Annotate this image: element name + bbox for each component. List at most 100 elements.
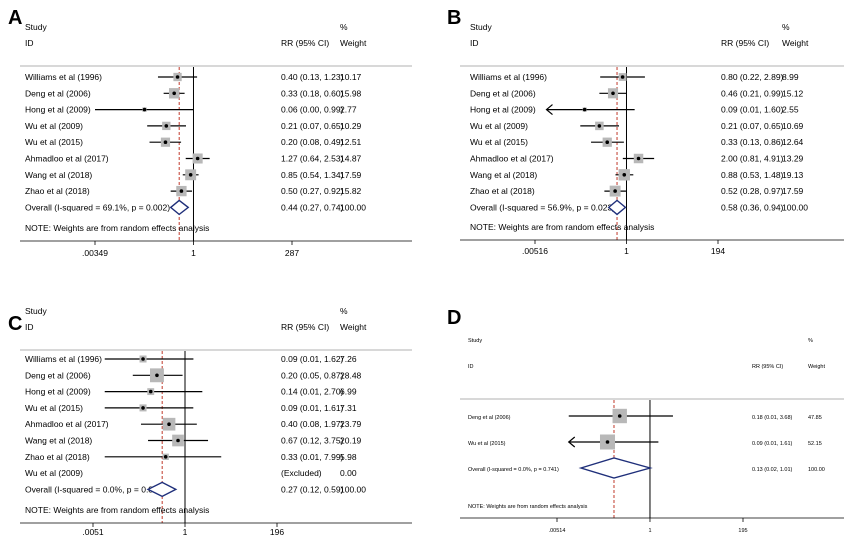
header-percent: % [340, 22, 348, 32]
study-label: Wu et al (2009) [25, 121, 83, 131]
study-weight: 28.48 [340, 370, 362, 380]
overall-diamond [607, 199, 627, 216]
point-estimate [141, 357, 145, 361]
point-estimate [175, 75, 180, 79]
x-axis-tick-label: 1 [648, 528, 651, 534]
study-label: Williams et al (1996) [25, 354, 102, 364]
point-estimate [167, 422, 171, 427]
study-weight: 12.64 [782, 137, 804, 147]
study-rr-ci: 0.09 (0.01, 1.61) [281, 403, 344, 413]
header-weight: Weight [340, 38, 367, 48]
study-weight: 2.55 [782, 105, 799, 115]
study-rr-ci: 0.40 (0.13, 1.23) [281, 72, 344, 82]
x-axis-tick-label: .00516 [522, 246, 548, 256]
study-label: Hong et al (2009) [25, 387, 91, 397]
study-weight: 17.59 [340, 170, 362, 180]
study-weight: 10.17 [340, 72, 362, 82]
study-label: Wu et al (2015) [468, 441, 506, 447]
header-weight: Weight [782, 38, 809, 48]
overall-weight: 100.00 [782, 202, 808, 212]
study-rr-ci: 0.20 (0.08, 0.49) [281, 137, 344, 147]
study-rr-ci: 0.50 (0.27, 0.92) [281, 186, 344, 196]
study-label: Deng et al (2006) [470, 88, 536, 98]
header-percent: % [808, 338, 813, 344]
overall-weight: 100.00 [340, 202, 366, 212]
x-axis-tick-label: 1 [191, 248, 196, 258]
study-label: Ahmadloo et al (2017) [470, 154, 554, 164]
overall-diamond [146, 481, 178, 498]
study-rr-ci: 0.20 (0.05, 0.87) [281, 370, 344, 380]
study-label: Wang et al (2018) [470, 170, 537, 180]
point-estimate [179, 189, 184, 193]
study-label: Wu et al (2015) [25, 403, 83, 413]
overall-label: Overall (I-squared = 0.0%, p = 0.842) [25, 484, 165, 494]
study-rr-ci: 0.21 (0.07, 0.65) [281, 121, 344, 131]
header-study: Study [470, 22, 492, 32]
study-weight: 10.29 [340, 121, 362, 131]
study-rr-ci: 0.33 (0.13, 0.86) [721, 137, 784, 147]
header-rr: RR (95% CI) [752, 364, 783, 370]
study-weight: 47.85 [808, 415, 822, 421]
study-weight: 15.12 [782, 88, 804, 98]
point-estimate [188, 173, 193, 177]
study-rr-ci: 0.88 (0.53, 1.48) [721, 170, 784, 180]
study-weight: 15.98 [340, 88, 362, 98]
study-rr-ci: 0.67 (0.12, 3.75) [281, 436, 344, 446]
x-axis-tick-label: 1 [183, 527, 188, 537]
point-estimate [142, 107, 147, 112]
study-weight: 23.79 [340, 419, 362, 429]
weights-note: NOTE: Weights are from random effects an… [25, 223, 209, 233]
study-weight: 2.77 [340, 105, 357, 115]
point-estimate [636, 156, 641, 161]
header-weight: Weight [808, 364, 825, 370]
study-weight: 20.19 [340, 436, 362, 446]
study-label: Ahmadloo et al (2017) [25, 154, 109, 164]
header-weight: Weight [340, 322, 367, 332]
point-estimate [613, 189, 617, 193]
study-weight: 17.59 [782, 186, 804, 196]
ci-arrow-left [567, 436, 576, 448]
study-rr-ci: 0.40 (0.08, 1.97) [281, 419, 344, 429]
header-percent: % [340, 306, 348, 316]
x-axis-tick-label: 194 [711, 246, 725, 256]
x-axis-tick-label: 195 [738, 528, 747, 534]
study-label: Zhao et al (2018) [25, 452, 90, 462]
point-estimate [622, 173, 627, 177]
header-rr: RR (95% CI) [281, 38, 329, 48]
x-axis-tick-label: 287 [285, 248, 299, 258]
overall-diamond [169, 199, 190, 216]
panel-letter: D [447, 307, 461, 329]
x-axis-tick-label: .00514 [549, 528, 566, 534]
study-weight: 7.26 [340, 354, 357, 364]
header-rr: RR (95% CI) [721, 38, 769, 48]
study-rr-ci: 0.09 (0.01, 1.61) [752, 441, 793, 447]
x-axis-tick-label: .0051 [82, 527, 104, 537]
study-rr-ci: 0.33 (0.01, 7.99) [281, 452, 344, 462]
study-weight: 6.99 [340, 387, 357, 397]
study-weight: 10.69 [782, 121, 804, 131]
study-label: Deng et al (2006) [25, 370, 91, 380]
point-estimate [605, 440, 610, 444]
study-weight: 52.15 [808, 441, 822, 447]
study-rr-ci: 0.52 (0.28, 0.97) [721, 186, 784, 196]
study-label: Zhao et al (2018) [470, 186, 535, 196]
study-label: Wu et al (2009) [25, 468, 83, 478]
overall-rr-ci: 0.27 (0.12, 0.59) [281, 484, 344, 494]
study-weight: 14.87 [340, 154, 362, 164]
study-label: Williams et al (1996) [25, 72, 102, 82]
point-estimate [163, 455, 168, 459]
point-estimate [148, 389, 153, 394]
point-estimate [195, 156, 200, 161]
study-label: Wu et al (2015) [470, 137, 528, 147]
overall-label: Overall (I-squared = 69.1%, p = 0.002) [25, 202, 170, 212]
study-rr-ci: 0.80 (0.22, 2.89) [721, 72, 784, 82]
study-rr-ci: 2.00 (0.81, 4.91) [721, 154, 784, 164]
overall-label: Overall (I-squared = 0.0%, p = 0.741) [468, 467, 559, 473]
overall-rr-ci: 0.58 (0.36, 0.94) [721, 202, 784, 212]
study-weight: 0.00 [340, 468, 357, 478]
point-estimate [611, 91, 615, 96]
study-label: Zhao et al (2018) [25, 186, 90, 196]
panel-letter: A [8, 7, 22, 29]
overall-rr-ci: 0.13 (0.02, 1.01) [752, 467, 793, 473]
study-rr-ci: 0.46 (0.21, 0.99) [721, 88, 784, 98]
